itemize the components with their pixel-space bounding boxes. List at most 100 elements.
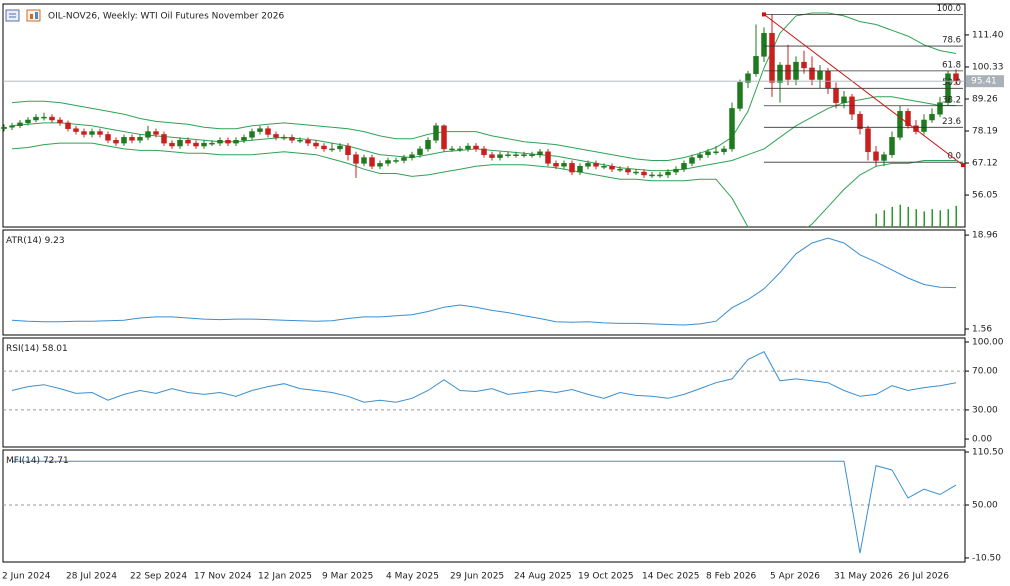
fibo-label: 38.2 [942, 95, 961, 105]
candle-body [937, 102, 943, 115]
panel-frame [2, 337, 966, 448]
fibo-label: 50.0 [942, 78, 961, 88]
candle-body [169, 142, 175, 147]
candle-body [513, 154, 519, 156]
indicator-line [12, 460, 957, 554]
x-tick-label: 9 Mar 2025 [322, 572, 373, 582]
candle-body [9, 125, 15, 128]
volume-bar [947, 209, 949, 227]
candle-body [625, 168, 631, 173]
indicator-value: 72.71 [43, 456, 69, 466]
fibo-label: 23.6 [942, 117, 961, 127]
candle-body [881, 154, 887, 161]
candle-body [193, 142, 199, 147]
trend-anchor [762, 12, 766, 17]
candle-body [361, 157, 367, 164]
candle-body [257, 128, 263, 132]
candle-body [465, 145, 471, 150]
fibo-label: 78.6 [942, 36, 961, 46]
candle-body [241, 137, 247, 141]
candle-body [705, 151, 711, 155]
candle-body [289, 137, 295, 141]
candle-body [417, 148, 423, 155]
x-tick-label: 14 Dec 2025 [642, 572, 700, 582]
candle-body [857, 113, 863, 129]
y-tick-label: -10.50 [972, 553, 1001, 563]
candle-body [433, 125, 439, 141]
candle-body [665, 171, 671, 176]
y-tick-label: 70.00 [972, 367, 998, 377]
x-tick-label: 29 Jun 2025 [450, 572, 504, 582]
indicator-value: 58.01 [42, 344, 68, 354]
candle-body [889, 137, 895, 155]
candle-body [521, 154, 527, 156]
candle-body [377, 163, 383, 167]
volume-bar [875, 213, 877, 227]
x-tick-label: 24 Aug 2025 [514, 572, 572, 582]
candle-body [305, 139, 311, 144]
candle-body [281, 137, 287, 139]
panel-frame [2, 449, 966, 563]
candle-body [265, 128, 271, 135]
candle-body [121, 137, 127, 144]
candle-body [137, 137, 143, 141]
candle-body [913, 125, 919, 132]
candle-body [657, 174, 663, 177]
candle-body [233, 139, 239, 144]
candle-body [529, 154, 535, 156]
candle-body [393, 160, 399, 162]
candle-body [73, 128, 79, 132]
candle-body [49, 116, 55, 121]
candle-body [145, 131, 151, 138]
candle-body [721, 148, 727, 153]
icon-bar [30, 14, 33, 19]
indicator-label: MFI(14) 72.71 [6, 456, 69, 466]
y-tick-label: 110.50 [972, 448, 1004, 458]
candle-body [345, 145, 351, 155]
candle-body [929, 113, 935, 121]
x-tick-label: 17 Nov 2024 [194, 572, 252, 582]
candle-body [153, 131, 159, 135]
x-tick-label: 4 May 2025 [386, 572, 439, 582]
candle-body [601, 166, 607, 168]
candle-body [449, 148, 455, 151]
indicator-name: MFI(14) [6, 456, 40, 466]
y-tick-label: 78.19 [972, 127, 998, 137]
candle-body [337, 145, 343, 150]
x-tick-label: 28 Jul 2024 [66, 572, 117, 582]
candle-body [681, 163, 687, 170]
chart-title: OIL-NOV26, Weekly: WTI Oil Futures Novem… [48, 12, 284, 22]
candle-body [585, 163, 591, 167]
y-tick-label: 67.12 [972, 159, 998, 169]
candle-body [593, 163, 599, 167]
candle-body [65, 122, 71, 129]
candle-body [105, 134, 111, 141]
candle-body [473, 145, 479, 150]
candle-body [97, 131, 103, 135]
x-tick-label: 19 Oct 2025 [578, 572, 634, 582]
header-icons [5, 9, 41, 22]
x-tick-label: 31 May 2026 [834, 572, 893, 582]
last-price-label: 95.41 [971, 77, 997, 87]
candle-body [441, 125, 447, 150]
candle-body [609, 166, 615, 170]
candle-body [769, 32, 775, 83]
candle-body [41, 116, 47, 119]
last-price-box [966, 75, 1004, 88]
candle-body [825, 70, 831, 89]
volume-bar [939, 210, 941, 227]
volume-bar [955, 205, 957, 227]
bollinger-band [11, 142, 956, 227]
candle-body [313, 142, 319, 147]
candle-body [409, 154, 415, 158]
indicator-line [11, 237, 957, 326]
candle-body [713, 151, 719, 154]
candle-body [33, 116, 39, 121]
fibo-label: 0.0 [947, 152, 961, 162]
x-tick-label: 2 Jun 2024 [2, 572, 51, 582]
y-tick-label: 18.96 [972, 231, 998, 241]
candle-body [633, 171, 639, 174]
candle-body [745, 73, 751, 83]
candle-body [729, 108, 735, 150]
